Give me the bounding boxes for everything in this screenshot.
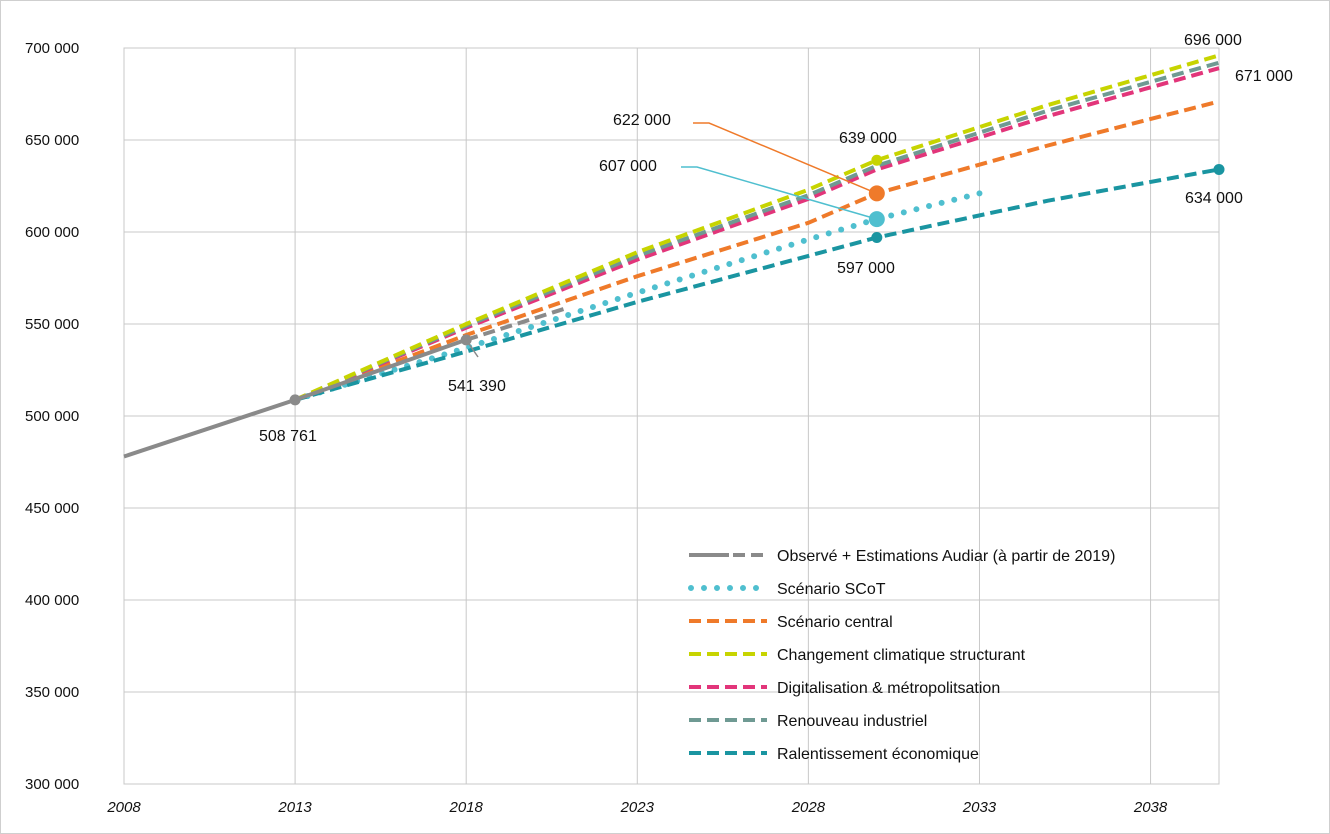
legend-item-climat: Changement climatique structurant [689,647,1026,664]
legend-label-digital: Digitalisation & métropolitsation [777,680,1000,697]
series-line-central [294,99,1220,402]
marker-m-ral-2030 [871,232,883,244]
marker-m2013 [289,394,301,406]
legend-label-observe: Observé + Estimations Audiar (à partir d… [777,548,1115,565]
series-lines [123,53,1220,459]
legend-label-scot: Scénario SCoT [777,581,886,598]
series-line-climat [294,53,1220,402]
annotation-634000: 634 000 [1185,190,1243,207]
annotation-671000: 671 000 [1235,68,1293,85]
marker-m-ral-2040 [1213,163,1225,175]
x-tick-label: 2023 [620,799,655,816]
legend-label-renouveau: Renouveau industriel [777,713,927,730]
legend-item-renouveau: Renouveau industriel [689,713,927,730]
legend-item-scot: Scénario SCoT [688,581,886,598]
x-axis-ticks: 2008 2013 2018 2023 2028 2033 2038 [106,799,1168,816]
legend-label-ralentissement: Ralentissement économique [777,746,979,763]
legend-item-digital: Digitalisation & métropolitsation [689,680,1000,697]
y-tick-label: 350 000 [25,684,79,701]
x-tick-label: 2013 [277,799,312,816]
data-markers [289,154,1225,406]
y-tick-label: 700 000 [25,40,79,57]
legend-label-climat: Changement climatique structurant [777,647,1026,664]
annotation-508761: 508 761 [259,428,317,445]
y-tick-label: 600 000 [25,224,79,241]
leader-607000 [681,166,878,220]
leader-622000 [693,122,878,195]
y-tick-label: 550 000 [25,316,79,333]
marker-m-scot-2030 [868,211,885,228]
x-tick-label: 2018 [449,799,484,816]
legend-item-observe: Observé + Estimations Audiar (à partir d… [689,548,1115,565]
y-tick-label: 500 000 [25,408,79,425]
y-tick-label: 400 000 [25,592,79,609]
legend: Observé + Estimations Audiar (à partir d… [688,548,1115,763]
annotation-696000: 696 000 [1184,32,1242,49]
series-line-ralentissement [294,167,1220,402]
x-tick-label: 2028 [791,799,826,816]
x-tick-label: 2008 [106,799,141,816]
annotation-597000: 597 000 [837,260,895,277]
annotation-541390: 541 390 [448,378,506,395]
marker-m-central-2030 [868,185,885,202]
y-tick-label: 450 000 [25,500,79,517]
legend-label-central: Scénario central [777,614,893,631]
marker-m2018 [460,334,472,346]
y-tick-label: 650 000 [25,132,79,149]
annotation-639000: 639 000 [839,130,897,147]
y-axis-ticks: 300 000 350 000 400 000 450 000 500 000 550 0… [25,40,79,793]
legend-item-ralentissement: Ralentissement économique [689,746,979,763]
marker-m-climat-2030 [871,154,883,166]
series-line-scot [292,190,983,403]
legend-item-central: Scénario central [689,614,893,631]
x-tick-label: 2033 [962,799,997,816]
annotation-607000: 607 000 [599,158,657,175]
annotation-622000: 622 000 [613,112,671,129]
x-tick-label: 2038 [1133,799,1168,816]
grid [123,47,1220,785]
annotations: 508 761 541 390 622 000 607 000 639 000 597 0… [259,32,1293,445]
y-tick-label: 300 000 [25,776,79,793]
